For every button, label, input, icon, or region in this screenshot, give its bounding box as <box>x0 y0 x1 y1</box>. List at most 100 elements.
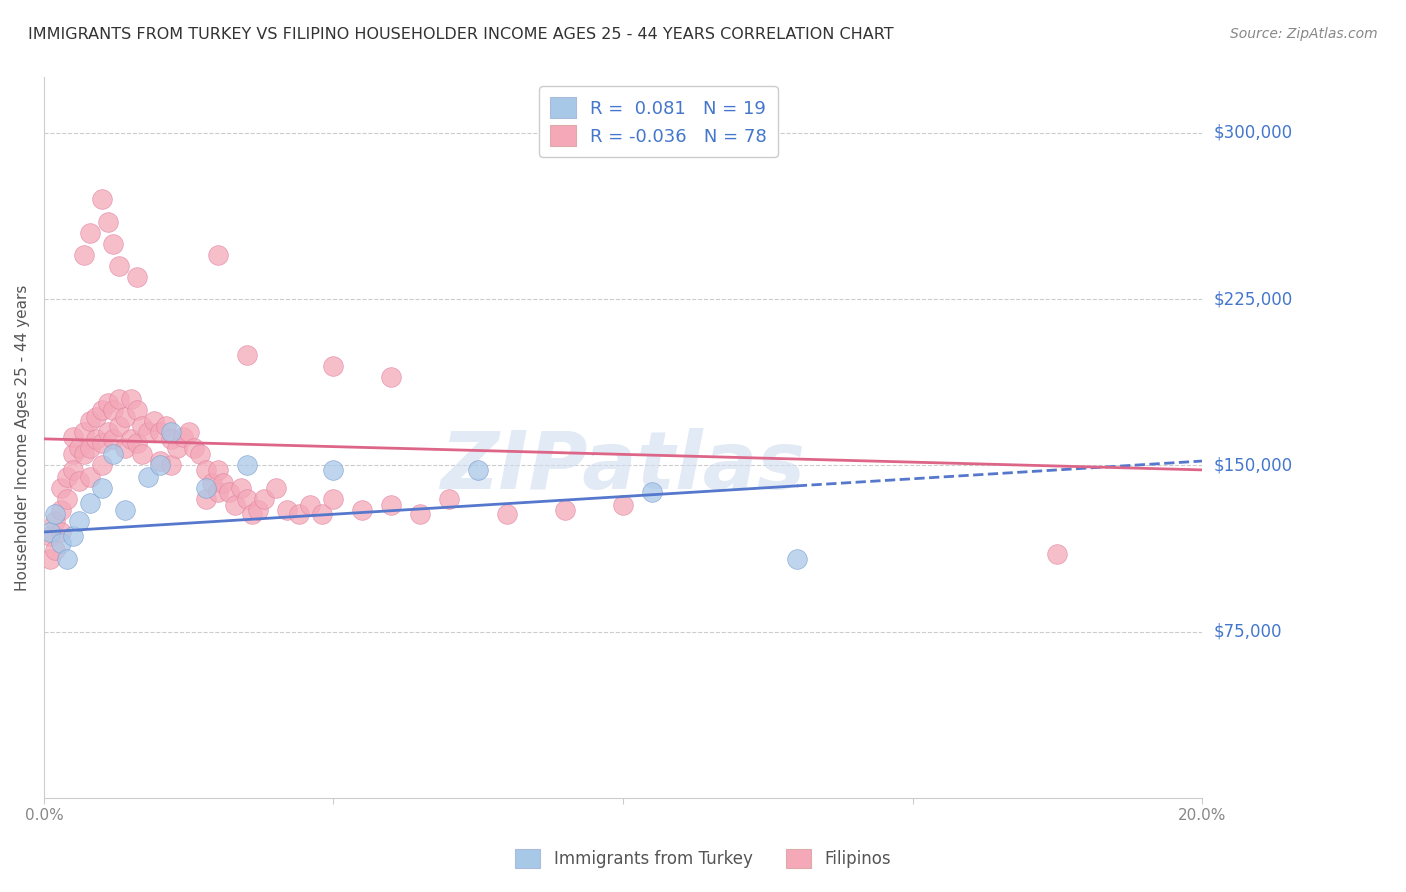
Point <box>114 441 136 455</box>
Point <box>38 529 60 543</box>
Text: $75,000: $75,000 <box>1213 623 1282 640</box>
Point <box>786 551 808 566</box>
Point <box>155 418 177 433</box>
Point <box>235 458 257 473</box>
Point <box>84 432 107 446</box>
Point <box>90 193 112 207</box>
Point <box>207 248 229 262</box>
Point <box>79 441 101 455</box>
Point <box>177 425 200 440</box>
Point <box>97 214 120 228</box>
Text: ZIPatlas: ZIPatlas <box>440 427 806 506</box>
Point <box>62 529 84 543</box>
Point <box>67 514 90 528</box>
Point <box>97 425 120 440</box>
Text: IMMIGRANTS FROM TURKEY VS FILIPINO HOUSEHOLDER INCOME AGES 25 - 44 YEARS CORRELA: IMMIGRANTS FROM TURKEY VS FILIPINO HOUSE… <box>28 27 894 42</box>
Y-axis label: Householder Income Ages 25 - 44 years: Householder Income Ages 25 - 44 years <box>15 285 30 591</box>
Point <box>56 551 79 566</box>
Point <box>125 436 148 450</box>
Point <box>207 463 229 477</box>
Point <box>51 481 73 495</box>
Point <box>51 503 73 517</box>
Point <box>276 503 298 517</box>
Point <box>79 226 101 240</box>
Point <box>84 409 107 424</box>
Point <box>224 499 246 513</box>
Point <box>103 432 125 446</box>
Point <box>183 441 205 455</box>
Text: $225,000: $225,000 <box>1213 290 1292 308</box>
Point <box>62 447 84 461</box>
Point <box>160 432 183 446</box>
Point <box>114 409 136 424</box>
Point <box>56 469 79 483</box>
Point <box>90 403 112 417</box>
Point <box>44 514 66 528</box>
Point <box>1046 547 1069 561</box>
Point <box>149 458 172 473</box>
Point <box>38 551 60 566</box>
Point <box>322 463 344 477</box>
Point <box>125 403 148 417</box>
Point <box>131 447 153 461</box>
Point <box>67 441 90 455</box>
Point <box>380 369 402 384</box>
Point <box>242 508 264 522</box>
Point <box>79 496 101 510</box>
Point <box>103 236 125 251</box>
Point <box>90 436 112 450</box>
Point <box>62 463 84 477</box>
Point <box>103 403 125 417</box>
Point <box>287 508 309 522</box>
Point <box>108 392 131 406</box>
Point <box>103 447 125 461</box>
Point <box>160 458 183 473</box>
Point <box>201 476 224 491</box>
Point <box>352 503 374 517</box>
Point <box>188 447 211 461</box>
Point <box>56 491 79 506</box>
Legend: Immigrants from Turkey, Filipinos: Immigrants from Turkey, Filipinos <box>509 842 897 875</box>
Point <box>79 414 101 428</box>
Point <box>108 418 131 433</box>
Point <box>264 481 287 495</box>
Point <box>409 508 432 522</box>
Point <box>641 485 664 500</box>
Point <box>120 432 142 446</box>
Point <box>160 425 183 440</box>
Point <box>90 481 112 495</box>
Point <box>195 481 218 495</box>
Point <box>149 454 172 468</box>
Point <box>467 463 489 477</box>
Point <box>439 491 461 506</box>
Point <box>51 536 73 550</box>
Point <box>73 425 96 440</box>
Point <box>554 503 576 517</box>
Point <box>44 542 66 557</box>
Point <box>496 508 519 522</box>
Point <box>131 418 153 433</box>
Point <box>90 458 112 473</box>
Point <box>311 508 333 522</box>
Point <box>212 476 235 491</box>
Point <box>114 503 136 517</box>
Point <box>166 441 188 455</box>
Point <box>125 270 148 285</box>
Point <box>97 396 120 410</box>
Point <box>247 503 270 517</box>
Point <box>136 425 159 440</box>
Point <box>612 499 634 513</box>
Point <box>195 491 218 506</box>
Point <box>322 491 344 506</box>
Point <box>44 508 66 522</box>
Point <box>207 485 229 500</box>
Point <box>380 499 402 513</box>
Point <box>79 469 101 483</box>
Text: Source: ZipAtlas.com: Source: ZipAtlas.com <box>1230 27 1378 41</box>
Point <box>73 248 96 262</box>
Legend: R =  0.081   N = 19, R = -0.036   N = 78: R = 0.081 N = 19, R = -0.036 N = 78 <box>540 87 778 157</box>
Point <box>322 359 344 373</box>
Point <box>149 425 172 440</box>
Point <box>172 430 194 444</box>
Point <box>51 524 73 539</box>
